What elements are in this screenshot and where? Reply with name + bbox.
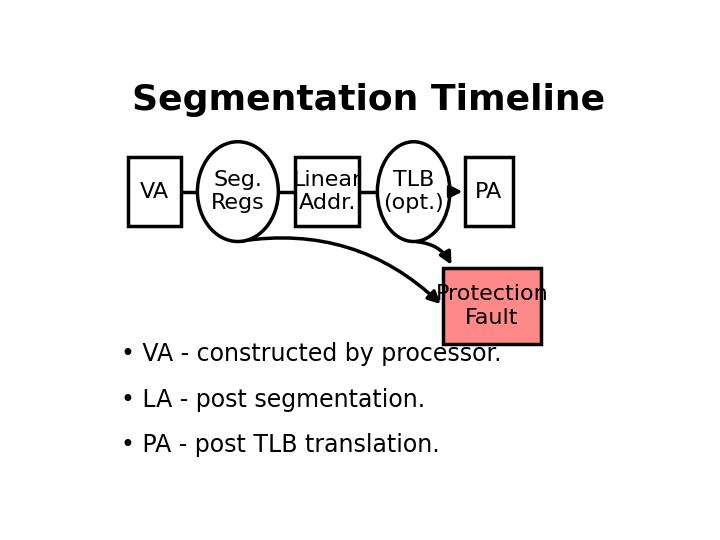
Text: • VA - constructed by processor.: • VA - constructed by processor. [121,342,501,366]
Text: VA: VA [140,181,168,201]
Ellipse shape [377,141,450,241]
FancyBboxPatch shape [465,157,513,226]
FancyBboxPatch shape [295,157,359,226]
Text: • LA - post segmentation.: • LA - post segmentation. [121,388,425,411]
FancyBboxPatch shape [443,267,541,345]
Text: TLB
(opt.): TLB (opt.) [383,170,444,213]
Ellipse shape [197,141,279,241]
Text: • PA - post TLB translation.: • PA - post TLB translation. [121,433,439,457]
Text: Seg.
Regs: Seg. Regs [211,170,265,213]
Text: Segmentation Timeline: Segmentation Timeline [132,83,606,117]
Text: PA: PA [475,181,503,201]
FancyBboxPatch shape [127,157,181,226]
Text: Linear
Addr.: Linear Addr. [292,170,361,213]
Text: Protection
Fault: Protection Fault [436,285,548,328]
